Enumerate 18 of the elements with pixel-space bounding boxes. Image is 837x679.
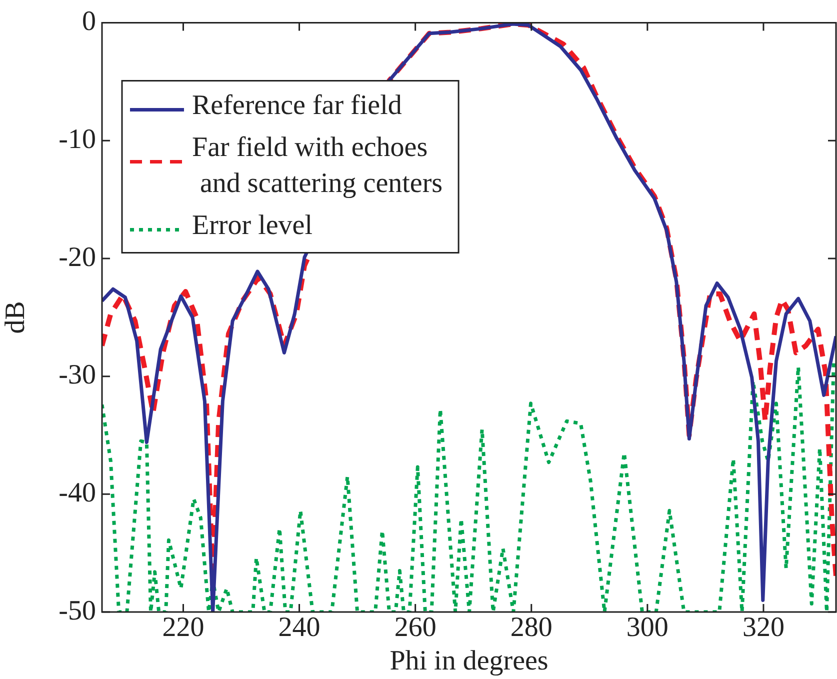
x-tick-label: 240 [278,612,320,644]
y-tick-label: -20 [58,242,96,273]
x-tick-label: 320 [742,612,784,644]
legend-label: Reference far field [192,90,402,122]
y-tick-label: -10 [58,124,96,155]
y-tick-label: -40 [58,478,96,509]
line-series [102,362,836,612]
x-tick-label: 220 [162,612,204,644]
x-tick-label: 280 [510,612,552,644]
x-tick-label: 300 [626,612,668,644]
y-tick-label: -30 [58,360,96,391]
legend-label: Far field with echoes and scattering centers [192,132,443,200]
y-axis-title: dB [0,301,32,334]
x-axis-title: Phi in degrees [390,646,548,677]
x-tick-label: 260 [394,612,436,644]
y-tick-label: 0 [82,6,96,38]
y-tick-label: -50 [58,595,96,626]
legend-label: Error level [192,210,313,242]
